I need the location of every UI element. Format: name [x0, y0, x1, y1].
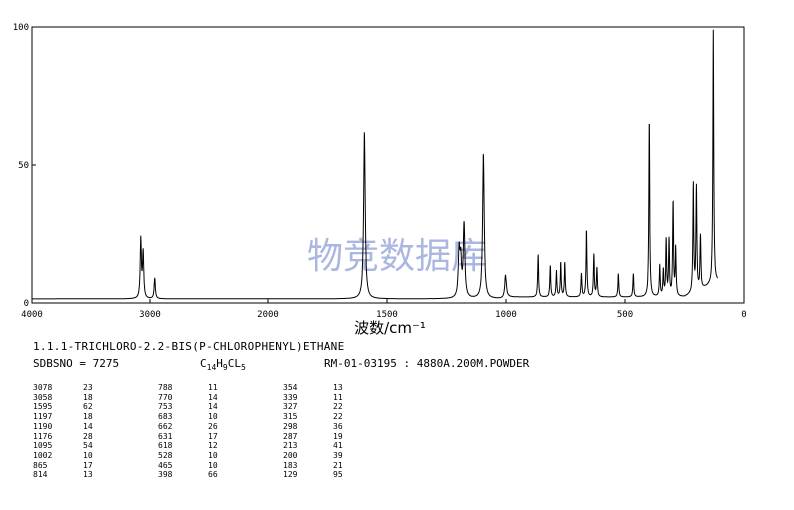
formula-h: H	[216, 357, 223, 370]
molecular-formula: C14H9CL5	[200, 357, 246, 372]
peak-wavenumber: 1197	[33, 412, 53, 422]
peak-intensity: 62	[83, 402, 93, 412]
peak-intensity: 28	[83, 431, 93, 441]
peak-intensity: 14	[83, 421, 93, 431]
x-tick-label: 500	[617, 310, 633, 320]
peak-intensity: 18	[83, 392, 93, 402]
x-tick-label: 1000	[495, 310, 517, 320]
peak-intensity: 54	[83, 441, 93, 451]
formula-c: C	[200, 357, 207, 370]
formula-c-count: 14	[206, 363, 217, 373]
peak-wavenumber: 683	[158, 412, 173, 422]
peak-wavenumber: 528	[158, 450, 173, 460]
peak-intensity: 10	[208, 460, 218, 470]
formula-cl: CL	[227, 357, 241, 370]
peak-wavenumber: 1002	[33, 450, 53, 460]
peak-wavenumber: 315	[283, 412, 298, 422]
peak-wavenumber: 770	[158, 392, 173, 402]
peak-intensity: 66	[208, 470, 218, 480]
peak-wavenumber: 287	[283, 431, 298, 441]
watermark: 物竞数据库	[307, 236, 487, 277]
peak-intensity: 17	[83, 460, 93, 470]
peak-wavenumber: 354	[283, 383, 298, 392]
compound-info-row: SDBSNO = 7275 C14H9CL5 RM-01-03195 : 488…	[33, 357, 773, 373]
peak-wavenumber: 631	[158, 431, 173, 441]
peak-wavenumber: 298	[283, 421, 298, 431]
peak-wavenumber: 213	[283, 441, 298, 451]
peak-wavenumber: 1095	[33, 441, 53, 451]
peak-wavenumber: 398	[158, 470, 173, 480]
peak-intensity: 22	[333, 412, 343, 422]
peak-intensity: 10	[208, 412, 218, 422]
y-tick-label: 100	[13, 23, 29, 33]
peak-intensity: 13	[83, 470, 93, 480]
peak-wavenumber: 339	[283, 392, 298, 402]
sdbs-number: SDBSNO = 7275	[33, 357, 120, 370]
peak-wavenumber: 788	[158, 383, 173, 392]
peak-intensity: 22	[333, 402, 343, 412]
x-axis-title: 波数/cm⁻¹	[354, 319, 426, 335]
peak-wavenumber: 200	[283, 450, 298, 460]
peak-intensity: 11	[333, 392, 343, 402]
instrument-info: RM-01-03195 : 4880A.200M.POWDER	[324, 357, 530, 370]
spectrum-line	[32, 29, 719, 300]
peak-intensity: 21	[333, 460, 343, 470]
formula-cl-count: 5	[240, 363, 246, 373]
peak-intensity: 41	[333, 441, 343, 451]
y-tick-label: 50	[18, 161, 29, 171]
peak-wavenumber: 865	[33, 460, 48, 470]
peak-wavenumber: 183	[283, 460, 298, 470]
peak-wavenumber: 465	[158, 460, 173, 470]
peak-wavenumber: 327	[283, 402, 298, 412]
peak-intensity: 14	[208, 402, 218, 412]
axis-ticks	[31, 26, 745, 304]
peak-wavenumber: 1595	[33, 402, 53, 412]
peak-intensity: 13	[333, 383, 343, 392]
formula-h-count: 9	[222, 363, 228, 373]
y-tick-label: 0	[24, 299, 29, 309]
peak-intensity: 36	[333, 421, 343, 431]
peak-wavenumber: 1190	[33, 421, 53, 431]
peak-intensity: 11	[208, 383, 218, 392]
peak-wavenumber: 814	[33, 470, 48, 480]
x-tick-label: 3000	[139, 310, 161, 320]
peak-intensity: 17	[208, 431, 218, 441]
peak-wavenumber: 618	[158, 441, 173, 451]
peak-intensity: 95	[333, 470, 343, 480]
peak-wavenumber: 129	[283, 470, 298, 480]
x-tick-label: 0	[741, 310, 746, 320]
peak-intensity: 14	[208, 392, 218, 402]
compound-name: 1.1.1-TRICHLORO-2.2-BIS(P-CHLOROPHENYL)E…	[33, 340, 345, 353]
peak-wavenumber: 3058	[33, 392, 53, 402]
x-tick-label: 4000	[21, 310, 43, 320]
peak-intensity: 12	[208, 441, 218, 451]
peak-intensity: 23	[83, 383, 93, 392]
peak-intensity: 10	[83, 450, 93, 460]
peak-wavenumber: 753	[158, 402, 173, 412]
peak-table: 3078 23 3058 18 1595 62 1197 18 1190 14 1176 28 1095…	[33, 383, 353, 483]
peak-intensity: 19	[333, 431, 343, 441]
peak-intensity: 18	[83, 412, 93, 422]
peak-wavenumber: 1176	[33, 431, 53, 441]
peak-intensity: 26	[208, 421, 218, 431]
peak-wavenumber: 3078	[33, 383, 53, 392]
x-tick-label: 1500	[376, 310, 398, 320]
peak-intensity: 10	[208, 450, 218, 460]
x-tick-label: 2000	[257, 310, 279, 320]
peak-wavenumber: 662	[158, 421, 173, 431]
peak-intensity: 39	[333, 450, 343, 460]
